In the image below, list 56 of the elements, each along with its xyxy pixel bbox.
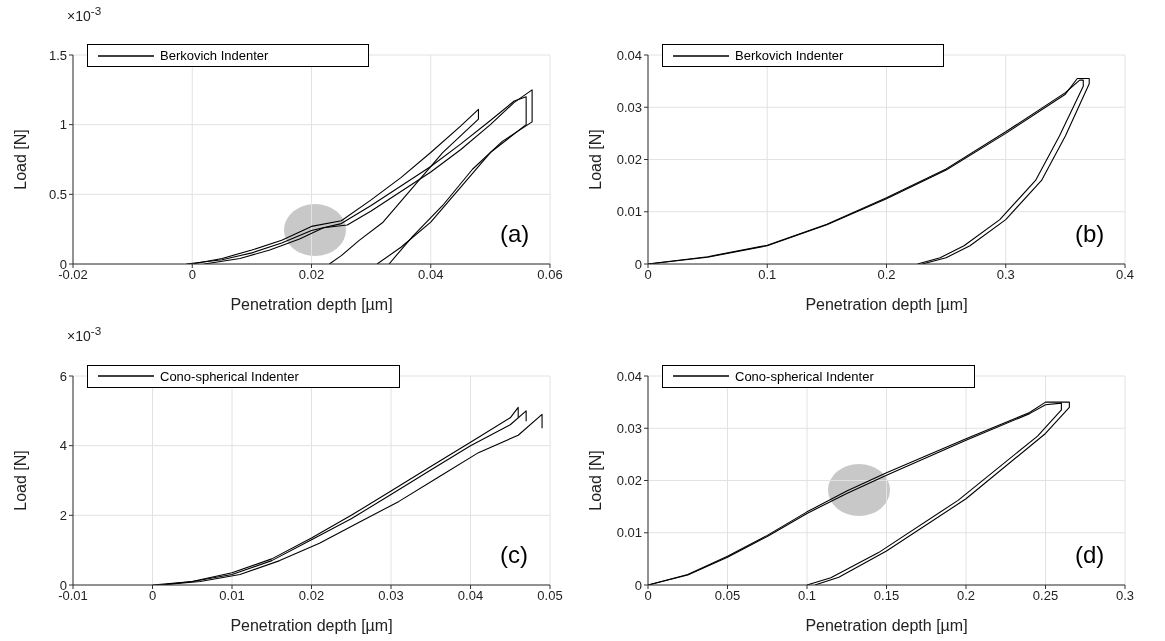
x-tick-label: 0.15 (873, 587, 900, 603)
x-tick-label: 0.1 (758, 267, 777, 283)
y-tick-label: 6 (59, 368, 67, 384)
y-tick-label: 0.02 (616, 472, 642, 488)
y-axis-title: Load [N] (11, 449, 29, 511)
y-tick-label: 0.03 (616, 420, 642, 436)
y-tick-label: 1.5 (48, 47, 67, 63)
x-tick-label: 0.03 (378, 587, 404, 603)
x-tick-label: 0.3 (996, 267, 1015, 283)
x-tick-label: 0.05 (714, 587, 741, 603)
annotation: (a) (500, 220, 530, 247)
annotation: (b) (1075, 220, 1105, 247)
x-axis-title: Penetration depth [µm] (230, 616, 393, 634)
y-axis-title: Load [N] (11, 129, 29, 190)
y-tick-label: 0.04 (616, 368, 642, 384)
y-tick-label: 1 (59, 117, 67, 133)
y-tick-label: 0.04 (616, 47, 642, 63)
x-tick-label: 0 (188, 267, 196, 283)
legend-label: Cono-spherical Indenter (159, 368, 299, 384)
y-tick-label: 0.03 (616, 99, 642, 115)
x-tick-label: 0.2 (956, 587, 976, 603)
x-tick-label: 0.2 (877, 267, 896, 283)
y-axis-title: Load [N] (586, 449, 604, 511)
legend-label: Berkovich Indenter (734, 48, 844, 63)
x-tick-label: 0 (644, 267, 652, 283)
legend-label: Berkovich Indenter (159, 48, 269, 63)
x-axis-title: Penetration depth [µm] (805, 616, 968, 634)
y-tick-label: 0 (634, 256, 642, 272)
x-axis-title: Penetration depth [µm] (230, 296, 393, 313)
x-tick-label: 0.05 (537, 587, 563, 603)
x-tick-label: 0 (644, 587, 652, 603)
y-tick-label: 4 (59, 437, 67, 453)
legend-label: Cono-spherical Indenter (734, 368, 874, 384)
x-tick-label: 0.04 (418, 267, 444, 283)
x-tick-label: 0.02 (298, 587, 325, 603)
x-tick-label: 0.4 (1115, 267, 1135, 283)
x-axis-title: Penetration depth [µm] (805, 296, 968, 313)
y-tick-label: 0.5 (48, 186, 67, 202)
x-tick-label: 0 (148, 587, 157, 603)
y-tick-label: 2 (59, 507, 67, 523)
x-tick-label: 0.02 (298, 267, 325, 283)
annotation: (c) (500, 540, 528, 568)
x-tick-label: 0.3 (1115, 587, 1135, 603)
y-tick-label: 0.01 (616, 204, 642, 220)
y-axis-title: Load [N] (586, 129, 604, 190)
y-tick-label: 0.02 (616, 152, 642, 168)
y-tick-label: 0.01 (616, 524, 642, 540)
x-tick-label: 0.1 (797, 587, 817, 603)
x-tick-label: 0.04 (457, 587, 484, 603)
text: ×10$^{-3}$ (67, 4, 102, 24)
x-tick-label: 0.01 (219, 587, 245, 603)
annotation: (d) (1075, 540, 1105, 568)
x-tick-label: 0.25 (1032, 587, 1059, 603)
text: ×10$^{-3}$ (67, 324, 102, 345)
y-tick-label: 0 (634, 577, 642, 593)
x-tick-label: 0.06 (537, 267, 563, 283)
